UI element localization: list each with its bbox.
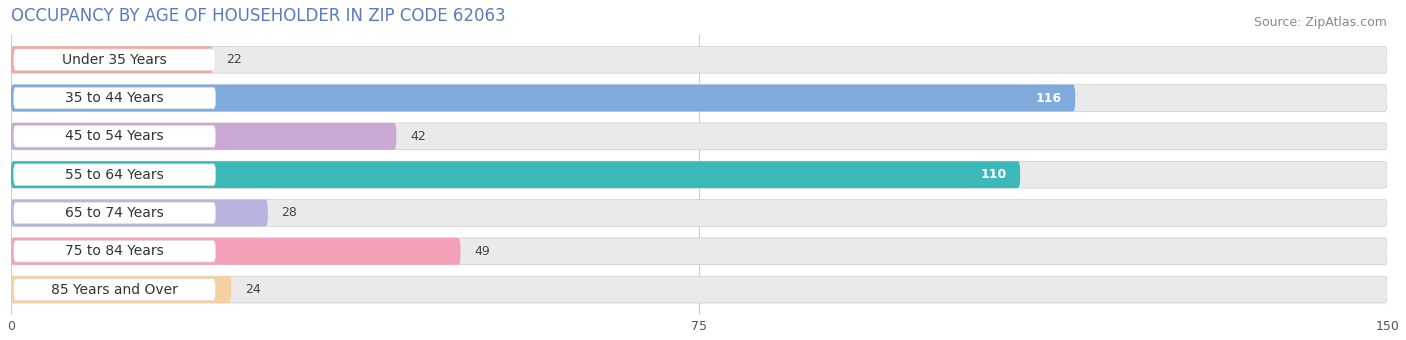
FancyBboxPatch shape (11, 276, 231, 303)
FancyBboxPatch shape (14, 279, 215, 300)
FancyBboxPatch shape (11, 161, 1388, 188)
FancyBboxPatch shape (11, 200, 267, 226)
FancyBboxPatch shape (14, 125, 215, 147)
FancyBboxPatch shape (11, 46, 1388, 73)
Text: 35 to 44 Years: 35 to 44 Years (65, 91, 165, 105)
FancyBboxPatch shape (14, 49, 215, 70)
Text: 24: 24 (245, 283, 260, 296)
FancyBboxPatch shape (14, 87, 215, 109)
Text: 55 to 64 Years: 55 to 64 Years (65, 168, 165, 182)
Text: 65 to 74 Years: 65 to 74 Years (65, 206, 165, 220)
Text: 85 Years and Over: 85 Years and Over (51, 283, 179, 296)
Text: 22: 22 (226, 53, 242, 66)
FancyBboxPatch shape (11, 161, 1021, 188)
Text: Under 35 Years: Under 35 Years (62, 53, 167, 67)
FancyBboxPatch shape (14, 202, 215, 224)
Text: 49: 49 (474, 245, 491, 258)
Text: 116: 116 (1035, 91, 1062, 104)
Text: Source: ZipAtlas.com: Source: ZipAtlas.com (1254, 16, 1388, 29)
FancyBboxPatch shape (11, 276, 1388, 303)
FancyBboxPatch shape (11, 123, 396, 150)
Text: 45 to 54 Years: 45 to 54 Years (65, 129, 165, 143)
FancyBboxPatch shape (11, 85, 1076, 112)
FancyBboxPatch shape (14, 241, 215, 262)
Text: 75 to 84 Years: 75 to 84 Years (65, 244, 165, 258)
FancyBboxPatch shape (11, 85, 1388, 112)
Text: 110: 110 (980, 168, 1007, 181)
FancyBboxPatch shape (11, 238, 461, 265)
FancyBboxPatch shape (11, 46, 212, 73)
Text: 42: 42 (411, 130, 426, 143)
Text: OCCUPANCY BY AGE OF HOUSEHOLDER IN ZIP CODE 62063: OCCUPANCY BY AGE OF HOUSEHOLDER IN ZIP C… (11, 7, 506, 25)
FancyBboxPatch shape (14, 164, 215, 185)
FancyBboxPatch shape (11, 200, 1388, 226)
FancyBboxPatch shape (11, 123, 1388, 150)
Text: 28: 28 (281, 206, 298, 220)
FancyBboxPatch shape (11, 238, 1388, 265)
